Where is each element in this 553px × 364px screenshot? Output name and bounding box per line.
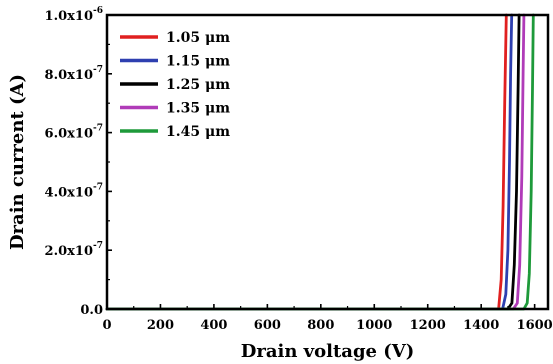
y-tick-label: 6.0x10-7 [45, 124, 103, 142]
y-tick-label: 4.0x10-7 [45, 182, 103, 200]
legend: 1.05 μm 1.15 μm 1.25 μm 1.35 μm 1.45 μm [120, 30, 230, 140]
x-tick-label: 1200 [410, 318, 446, 333]
legend-label: 1.25 μm [166, 77, 230, 93]
x-tick-label: 200 [147, 318, 174, 333]
y-tick-label: 2.0x10-7 [45, 241, 103, 259]
x-tick-label: 1400 [463, 318, 499, 333]
legend-label: 1.05 μm [166, 30, 230, 46]
x-axis-title: Drain voltage (V) [241, 341, 415, 362]
x-tick-label: 1000 [356, 318, 392, 333]
x-tick-label: 800 [307, 318, 334, 333]
x-tick-label: 1600 [517, 318, 553, 333]
ticks-layer: 0 200 400 600 800 1000 1200 1400 1600 0.0 2.0x10-7… [45, 6, 553, 333]
legend-label: 1.35 μm [166, 101, 230, 117]
x-tick-label: 600 [254, 318, 281, 333]
y-axis-title: Drain current (A) [7, 74, 28, 250]
legend-label: 1.45 μm [166, 124, 230, 140]
legend-label: 1.15 μm [166, 54, 230, 70]
y-tick-label: 1.0x10-6 [45, 6, 103, 24]
x-tick-label: 400 [200, 318, 227, 333]
y-tick-label: 8.0x10-7 [45, 65, 103, 83]
y-tick-label: 0.0 [80, 303, 103, 318]
x-tick-label: 0 [102, 318, 111, 333]
